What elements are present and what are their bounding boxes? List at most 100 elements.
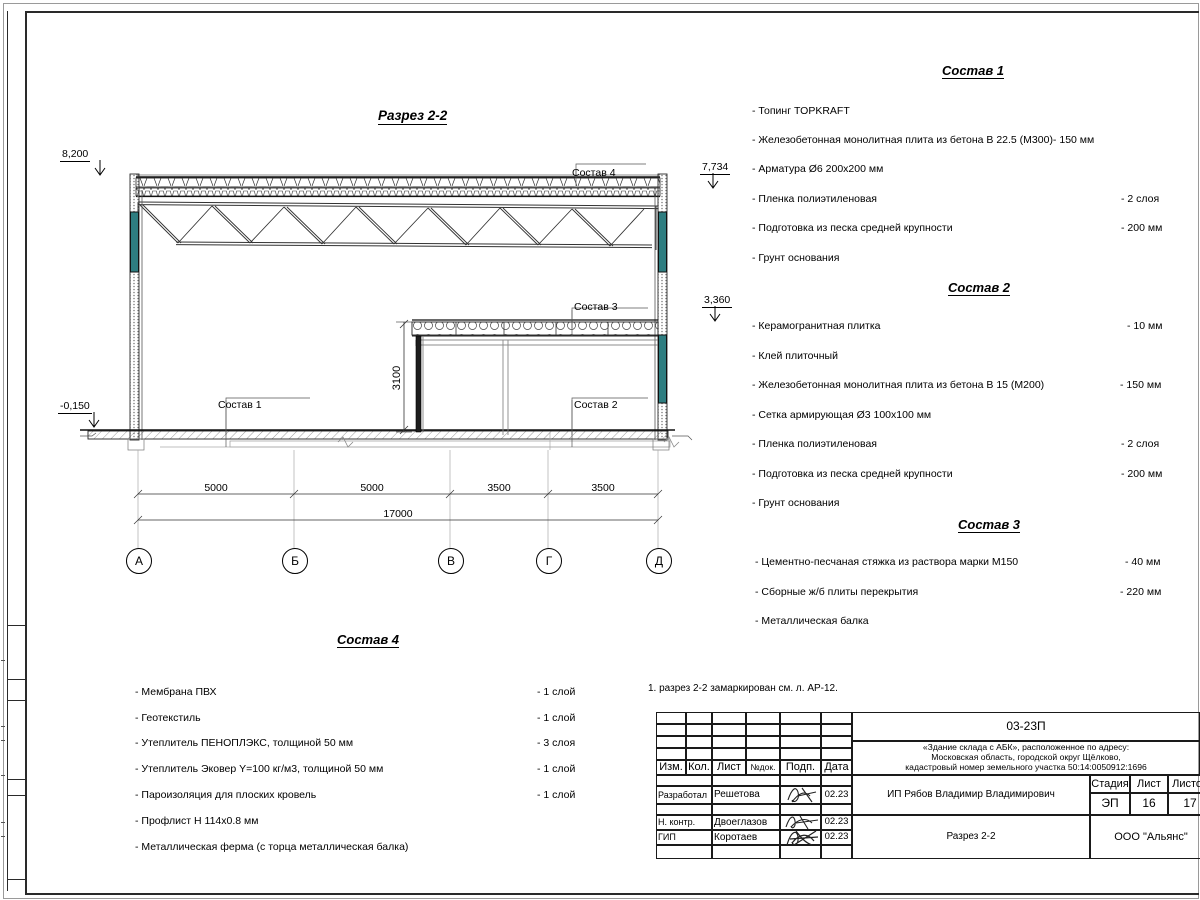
sheet-label: Лист (1137, 777, 1161, 790)
rev-cell (656, 736, 686, 748)
rev-cell (821, 712, 852, 724)
rev-header-cell (746, 760, 780, 775)
sheet-header-cell (1130, 775, 1168, 793)
company-name: ООО "Альянс" (1114, 830, 1188, 843)
rev-header-cell (686, 760, 712, 775)
rev-cell (821, 736, 852, 748)
axis-label: Д (654, 554, 664, 568)
spec-row: - Утеплитель ПЕНОПЛЭКС, толщиной 50 мм (135, 737, 354, 749)
role-cell-blank (780, 775, 821, 786)
role-cell-blank (780, 845, 821, 859)
rev-cell (821, 724, 852, 736)
role-cell-blank (821, 845, 852, 859)
spec-value: - 40 мм (1125, 556, 1161, 568)
left-margin-tick (1, 836, 5, 837)
sign-cell (780, 830, 821, 845)
role-cell-blank (712, 845, 780, 859)
axis-bubble-b: Б (282, 548, 308, 574)
stage-header-cell (1090, 775, 1130, 793)
spec-value: - 3 слоя (537, 737, 576, 749)
rev-col-kol: Кол. (688, 761, 710, 774)
role-cell-blank (656, 804, 712, 815)
rev-cell (821, 748, 852, 760)
rev-cell (712, 736, 746, 748)
sheet-title: Разрез 2-2 (946, 831, 996, 843)
elevation-value: 3,360 (702, 294, 733, 308)
axis-label: Г (545, 554, 553, 568)
axis-label: Б (291, 554, 299, 568)
project-code: 03-23П (1006, 718, 1046, 733)
role-cell-blank (656, 775, 712, 786)
name-dvoeglazov: Двоеглазов (714, 816, 768, 828)
rev-cell (780, 748, 821, 760)
sheets-value: 17 (1183, 796, 1197, 811)
rev-cell (746, 748, 780, 760)
svg-text:3500: 3500 (591, 482, 615, 494)
spec-row: - Профлист Н 114х0.8 мм (135, 815, 259, 827)
object-line-1: «Здание склада с АБК», расположенное по … (922, 742, 1130, 753)
left-margin-tick (1, 740, 5, 741)
spec-row: - Сетка армирующая Ø3 100х100 мм (752, 409, 932, 421)
spec-value: - 1 слой (537, 712, 576, 724)
left-margin-cell (7, 795, 26, 880)
spec-value: - 200 мм (1121, 468, 1163, 480)
rev-col-izm: Изм. (659, 761, 683, 774)
spec-row: - Пароизоляция для плоских кровель (135, 789, 317, 801)
spec-value: - 150 мм (1120, 379, 1162, 391)
role-cell-blank (821, 775, 852, 786)
sign-cell (780, 786, 821, 804)
stage-label: Стадия (1091, 777, 1129, 790)
rev-cell (686, 748, 712, 760)
rev-header-cell (656, 760, 686, 775)
callout-sostav-4: Состав 4 (572, 167, 616, 179)
section-title: Разрез 2-2 (378, 108, 448, 125)
elevation-value: -0,150 (58, 400, 92, 414)
rev-col-podp: Подп. (785, 761, 816, 774)
left-margin-tick (1, 775, 5, 776)
spec-row: - Керамогранитная плитка (752, 320, 881, 332)
rev-cell (746, 712, 780, 724)
spec-row: - Металлическая балка (755, 615, 869, 627)
role-razrabotal: Разработал (658, 789, 707, 800)
left-margin-tick (1, 660, 5, 661)
rev-cell (656, 712, 686, 724)
elevation-marker-3360: 3,360 (702, 294, 733, 322)
sheet-value: 16 (1142, 796, 1156, 811)
role-cell (656, 786, 712, 804)
spec-row: - Арматура Ø6 200х200 мм (752, 163, 884, 175)
svg-text:5000: 5000 (204, 482, 228, 494)
sign-cell (780, 815, 821, 830)
company-cell (1090, 815, 1200, 859)
sheet-value-cell (1130, 793, 1168, 815)
stage-value-cell (1090, 793, 1130, 815)
callout-sostav-3: Состав 3 (574, 301, 618, 313)
title-block: Изм. Кол. Лист №док. Подп. Дата Разработ… (656, 712, 1200, 880)
rev-cell (780, 724, 821, 736)
spec-row: - Мембрана ПВХ (135, 686, 217, 698)
rev-cell (656, 748, 686, 760)
left-margin-tick (1, 726, 5, 727)
date-cell (821, 786, 852, 804)
left-margin-line (7, 11, 8, 891)
spec-row: - Топинг TOPKRAFT (752, 105, 850, 117)
rev-cell (712, 724, 746, 736)
spec-row: - Цементно-песчаная стяжка из раствора м… (755, 556, 1019, 568)
date-nkontr: 02.23 (824, 816, 849, 828)
spec-value: - 1 слой (537, 763, 576, 775)
sheets-header-cell (1168, 775, 1200, 793)
date-razrabotal: 02.23 (824, 788, 849, 800)
spec-row: - Подготовка из песка средней крупности (752, 468, 953, 480)
object-description: «Здание склада с АБК», расположенное по … (852, 741, 1200, 775)
role-cell (656, 830, 712, 845)
left-margin-cell (7, 700, 26, 780)
spec-value: - 200 мм (1121, 222, 1163, 234)
name-reshetova: Решетова (714, 789, 760, 801)
spec-value: - 1 слой (537, 686, 576, 698)
left-margin-cell (7, 625, 26, 680)
left-margin-tick (1, 822, 5, 823)
svg-text:3500: 3500 (487, 482, 511, 494)
spec-row: - Сборные ж/б плиты перекрытия (755, 586, 919, 598)
spec-title-sostav-3: Состав 3 (958, 517, 1021, 533)
object-line-2: Московская область, городской округ Щёлк… (931, 752, 1121, 763)
sheet-title-cell (852, 815, 1090, 859)
